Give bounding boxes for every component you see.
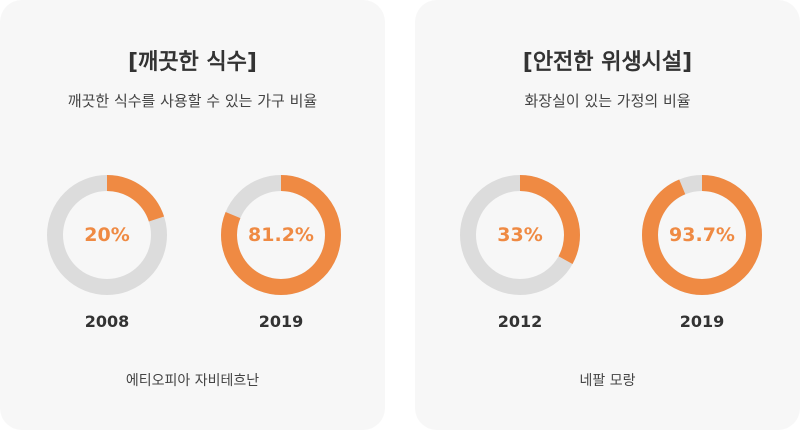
year-label: 2012 (497, 312, 543, 331)
year-label: 2008 (84, 312, 130, 331)
year-label: 2019 (258, 312, 304, 331)
donut-chart-2019: 81.2% (216, 170, 346, 300)
card-subtitle: 화장실이 있는 가정의 비율 (524, 92, 691, 110)
donut-chart-2012: 33% (455, 170, 585, 300)
card-subtitle: 깨끗한 식수를 사용할 수 있는 가구 비율 (67, 92, 318, 110)
sanitation-card: [안전한 위생시설] 화장실이 있는 가정의 비율 33% 2012 93.7%… (415, 0, 800, 430)
donut-chart-2019: 93.7% (637, 170, 767, 300)
water-card: [깨끗한 식수] 깨끗한 식수를 사용할 수 있는 가구 비율 20% 2008… (0, 0, 385, 430)
donut-value-arc (47, 175, 167, 295)
region-label: 에티오피아 자비테흐난 (125, 373, 260, 389)
donut-percent-label: 93.7% (669, 224, 735, 246)
card-title: [깨끗한 식수] (128, 50, 257, 75)
donut-percent-label: 81.2% (248, 224, 314, 246)
donut-percent-label: 33% (497, 224, 543, 246)
year-label: 2019 (679, 312, 725, 331)
donut-value-arc (221, 175, 341, 295)
card-title: [안전한 위생시설] (522, 50, 693, 75)
region-label: 네팔 모랑 (579, 373, 636, 389)
donut-percent-label: 20% (84, 224, 130, 246)
donut-value-arc (642, 175, 762, 295)
donut-value-arc (460, 175, 580, 295)
donut-chart-2008: 20% (42, 170, 172, 300)
